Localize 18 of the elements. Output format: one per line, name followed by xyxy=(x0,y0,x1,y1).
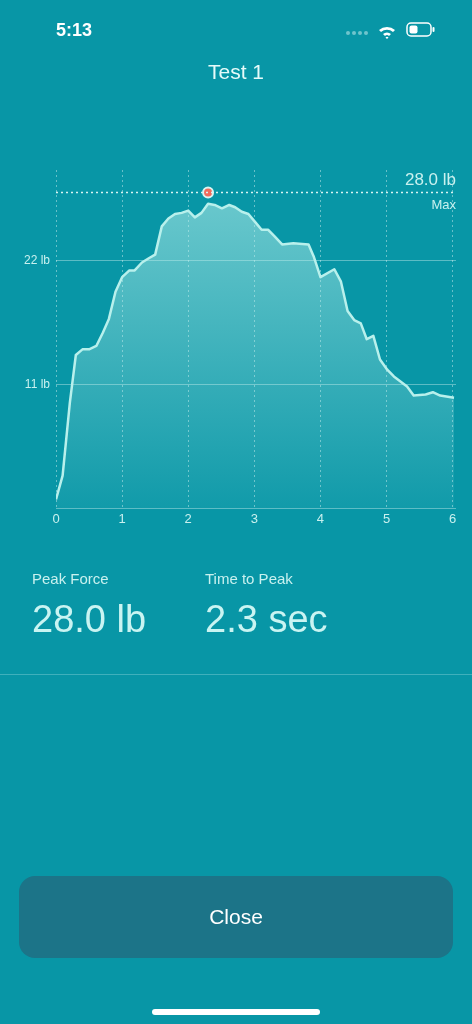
x-tick-label: 6 xyxy=(449,510,457,526)
y-tick-label: 22 lb xyxy=(23,252,51,267)
x-tick-label: 0 xyxy=(52,510,60,526)
annotation: Max xyxy=(431,196,457,212)
text: 2.3 sec xyxy=(205,598,328,641)
ref-line-label: 28.0 lb xyxy=(404,169,456,189)
x-tick-label: 5 xyxy=(382,510,391,526)
chart-title: Test 1 xyxy=(207,60,265,84)
text: 5:13 xyxy=(56,20,93,41)
text: 28.0 lb xyxy=(32,598,147,641)
text: Time to Peak xyxy=(205,570,293,587)
x-tick-label: 1 xyxy=(118,510,126,526)
y-tick-label: 11 lb xyxy=(24,376,51,391)
text: Close xyxy=(19,876,453,958)
x-tick-label: 3 xyxy=(250,510,258,526)
text: Peak Force xyxy=(32,570,109,587)
x-tick-label: 4 xyxy=(316,510,325,526)
x-tick-label: 2 xyxy=(184,510,192,526)
